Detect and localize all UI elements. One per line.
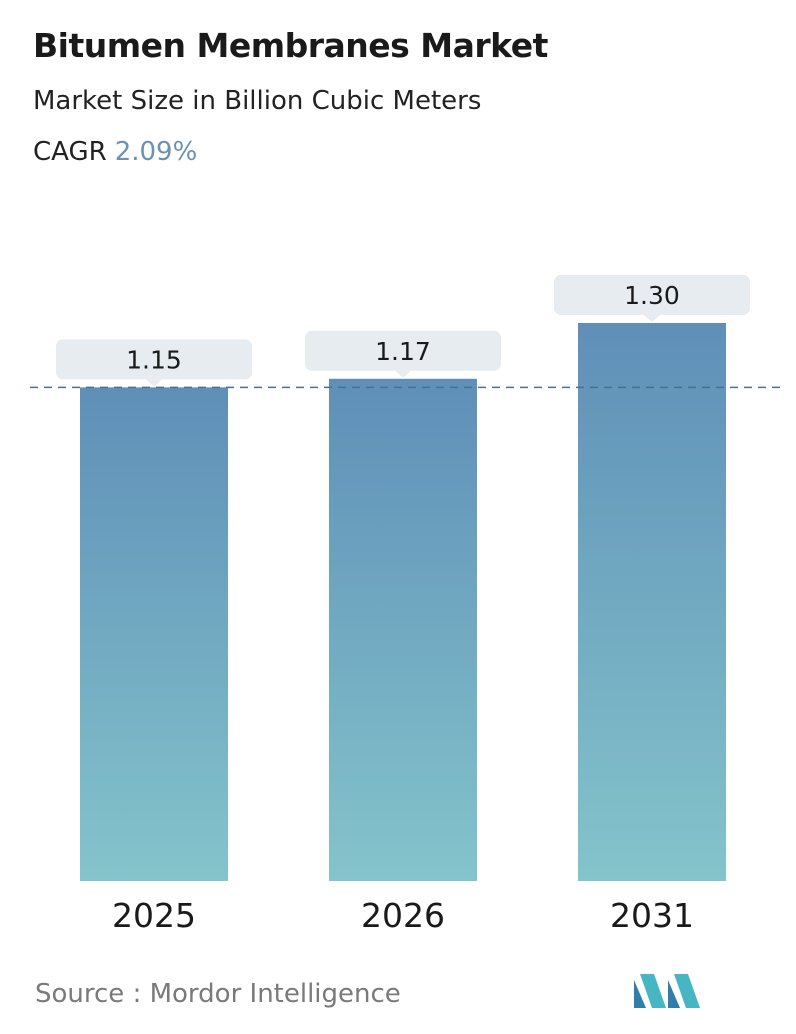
- value-label-box: [305, 330, 501, 371]
- x-tick-2025: 2025: [112, 896, 196, 935]
- value-label-2025: 1.15: [56, 339, 252, 387]
- bar-2031: [578, 323, 726, 881]
- x-tick-2031: 2031: [610, 896, 694, 935]
- source-text: Source : Mordor Intelligence: [35, 979, 401, 1009]
- chart-title: Bitumen Membranes Market: [33, 26, 548, 65]
- value-label-pointer: [644, 315, 660, 322]
- x-axis-ticks: 2025 2026 2031: [112, 896, 694, 935]
- value-labels-group: 1.15 1.17 1.30: [56, 275, 750, 387]
- value-label-box: [554, 275, 750, 315]
- value-label-2031: 1.30: [554, 275, 750, 322]
- value-label-text: 1.15: [126, 345, 182, 374]
- cagr-value: 2.09%: [114, 137, 198, 167]
- bars-group: [80, 323, 726, 881]
- value-label-pointer: [395, 370, 411, 378]
- value-label-pointer: [146, 379, 162, 387]
- cagr-text: CAGR 2.09%: [33, 137, 197, 167]
- value-label-text: 1.30: [624, 281, 680, 310]
- value-label-text: 1.17: [375, 337, 431, 366]
- cagr-label: CAGR: [33, 137, 107, 167]
- value-label-box: [56, 339, 252, 380]
- value-label-2026: 1.17: [305, 330, 501, 378]
- mordor-intelligence-logo-icon: [634, 974, 700, 1008]
- chart-subtitle: Market Size in Billion Cubic Meters: [33, 86, 482, 116]
- x-tick-2026: 2026: [361, 896, 445, 935]
- bar-2026: [329, 378, 477, 881]
- bar-chart: 1.15 1.17 1.30 2025 2026 2031: [30, 275, 782, 935]
- bar-2025: [80, 387, 228, 881]
